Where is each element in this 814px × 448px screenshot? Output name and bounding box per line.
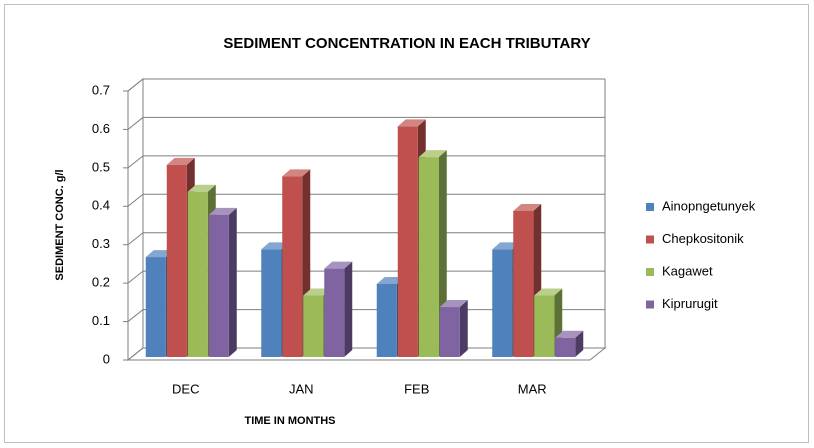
bar-side bbox=[459, 300, 468, 357]
bar bbox=[534, 295, 555, 357]
bar bbox=[555, 337, 576, 357]
y-tick-label: 0.7 bbox=[92, 82, 110, 97]
bar bbox=[282, 176, 303, 357]
y-tick-label: 0 bbox=[103, 351, 110, 366]
legend-label: Kiprurugit bbox=[662, 296, 718, 311]
legend-swatch bbox=[646, 203, 654, 211]
bar bbox=[208, 214, 229, 357]
grid-line bbox=[127, 270, 605, 284]
legend-swatch bbox=[646, 300, 654, 309]
grid-line bbox=[127, 116, 605, 130]
bar bbox=[376, 283, 397, 357]
y-tick-label: 0.6 bbox=[92, 121, 110, 136]
y-tick-label: 0.2 bbox=[92, 275, 110, 290]
bar-side bbox=[575, 330, 584, 357]
x-tick-label: DEC bbox=[172, 381, 199, 396]
bar-top bbox=[534, 288, 563, 296]
bar-side bbox=[228, 207, 237, 357]
bar bbox=[513, 210, 534, 357]
bar bbox=[145, 257, 166, 357]
bar bbox=[187, 191, 208, 357]
side-wall bbox=[127, 77, 144, 362]
grid-line bbox=[127, 78, 605, 92]
bar bbox=[261, 249, 282, 357]
y-axis-title: SEDIMENT CONC. g/l bbox=[54, 169, 66, 280]
x-tick-label: JAN bbox=[289, 381, 314, 396]
bar-top bbox=[208, 207, 237, 215]
legend-label: Chepkositonik bbox=[662, 231, 744, 246]
x-tick-label: MAR bbox=[518, 381, 547, 396]
x-axis-title: TIME IN MONTHS bbox=[244, 415, 335, 427]
legend-swatch bbox=[646, 235, 654, 244]
y-tick-label: 0.1 bbox=[92, 313, 110, 328]
bar-top bbox=[397, 119, 426, 127]
chart-title: SEDIMENT CONCENTRATION IN EACH TRIBUTARY bbox=[223, 35, 590, 52]
bar bbox=[324, 268, 345, 357]
legend-label: Ainopngetunyek bbox=[662, 198, 756, 213]
bar bbox=[397, 126, 418, 357]
x-tick-label: FEB bbox=[404, 381, 429, 396]
bar bbox=[418, 157, 439, 357]
bar-top bbox=[187, 184, 216, 192]
legend-label: Kagawet bbox=[662, 263, 713, 278]
bar-top bbox=[166, 157, 195, 165]
bar-top bbox=[282, 169, 311, 177]
bar-top bbox=[324, 261, 353, 269]
grid-line bbox=[127, 232, 605, 246]
bar-side bbox=[344, 261, 353, 357]
bar bbox=[439, 307, 460, 357]
bar bbox=[166, 164, 187, 357]
y-tick-label: 0.4 bbox=[92, 198, 110, 213]
y-tick-label: 0.3 bbox=[92, 236, 110, 251]
bar bbox=[303, 295, 324, 357]
bar-top bbox=[555, 330, 584, 338]
y-tick-label: 0.5 bbox=[92, 159, 110, 174]
legend-swatch bbox=[646, 268, 654, 276]
bar-top bbox=[513, 203, 542, 211]
grid-line bbox=[127, 193, 605, 207]
grid-line bbox=[127, 155, 605, 169]
bar bbox=[492, 249, 513, 357]
bar-top bbox=[418, 150, 447, 158]
bar-top bbox=[439, 300, 468, 308]
